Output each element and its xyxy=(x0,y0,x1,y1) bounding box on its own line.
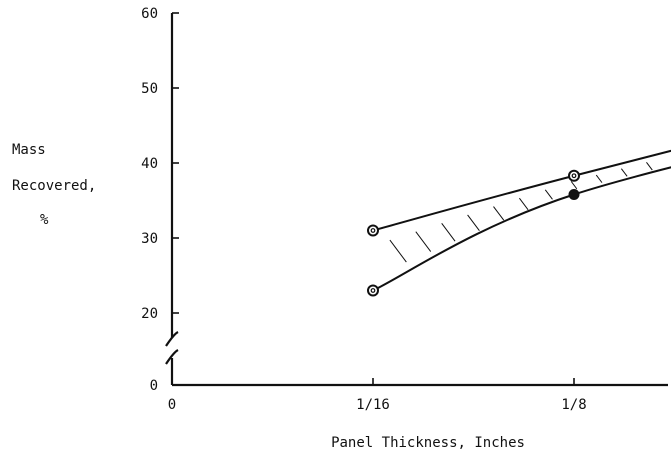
hatch-line xyxy=(518,197,529,211)
y-axis-title-line-3: % xyxy=(40,212,49,228)
lower-bound-curve xyxy=(372,166,671,292)
hatch-line xyxy=(620,168,628,177)
hatch-line xyxy=(544,189,553,200)
data-markers xyxy=(367,169,580,297)
y-axis-break-mark-bottom xyxy=(165,349,179,365)
x-axis-title: Panel Thickness, Inches xyxy=(331,435,525,451)
open-circle-outer xyxy=(568,169,580,182)
y-axis-break-mark-top xyxy=(165,331,179,347)
hatch-line xyxy=(595,174,603,183)
open-circle-marker xyxy=(367,224,379,237)
hatch-line xyxy=(570,181,578,190)
upper-bound-curve xyxy=(372,149,671,232)
bound-curves xyxy=(372,149,671,292)
hatch-line xyxy=(389,239,407,263)
y-axis-title-line-2: Recovered, xyxy=(12,178,96,194)
x-tick-label: 0 xyxy=(168,397,176,413)
x-tick-label: 1/16 xyxy=(356,397,390,413)
filled-circle-marker xyxy=(568,189,580,200)
y-axis-title-line-1: Mass xyxy=(12,142,46,158)
y-tick-label: 30 xyxy=(141,231,158,247)
open-circle-outer xyxy=(367,224,379,237)
open-circle-inner xyxy=(370,228,376,233)
hatched-band xyxy=(389,162,653,263)
hatch-line xyxy=(467,214,480,231)
x-tick-label: 1/8 xyxy=(561,397,586,413)
y-tick-label: 40 xyxy=(141,156,158,172)
y-tick-label: 50 xyxy=(141,81,158,97)
hatch-line xyxy=(646,162,653,171)
open-circle-inner xyxy=(370,288,376,293)
y-tick-label: 20 xyxy=(141,306,158,322)
axes xyxy=(165,12,668,387)
hatch-line xyxy=(493,206,505,221)
hatch-line xyxy=(441,223,456,242)
open-circle-marker xyxy=(568,169,580,182)
hatch-line xyxy=(415,231,432,252)
open-circle-inner xyxy=(571,173,577,179)
open-circle-marker xyxy=(367,284,379,297)
y-tick-label: 0 xyxy=(150,378,158,394)
open-circle-outer xyxy=(367,284,379,297)
y-tick-label: 60 xyxy=(141,6,158,22)
